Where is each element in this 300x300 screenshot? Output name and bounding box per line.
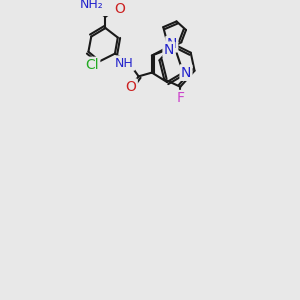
Text: NH₂: NH₂ xyxy=(80,0,103,11)
Text: F: F xyxy=(176,91,184,105)
Text: O: O xyxy=(126,80,136,94)
Text: Cl: Cl xyxy=(85,58,99,72)
Text: N: N xyxy=(164,43,174,57)
Text: N: N xyxy=(167,37,177,51)
Text: NH: NH xyxy=(115,57,134,70)
Text: N: N xyxy=(181,66,191,80)
Text: O: O xyxy=(114,2,125,16)
